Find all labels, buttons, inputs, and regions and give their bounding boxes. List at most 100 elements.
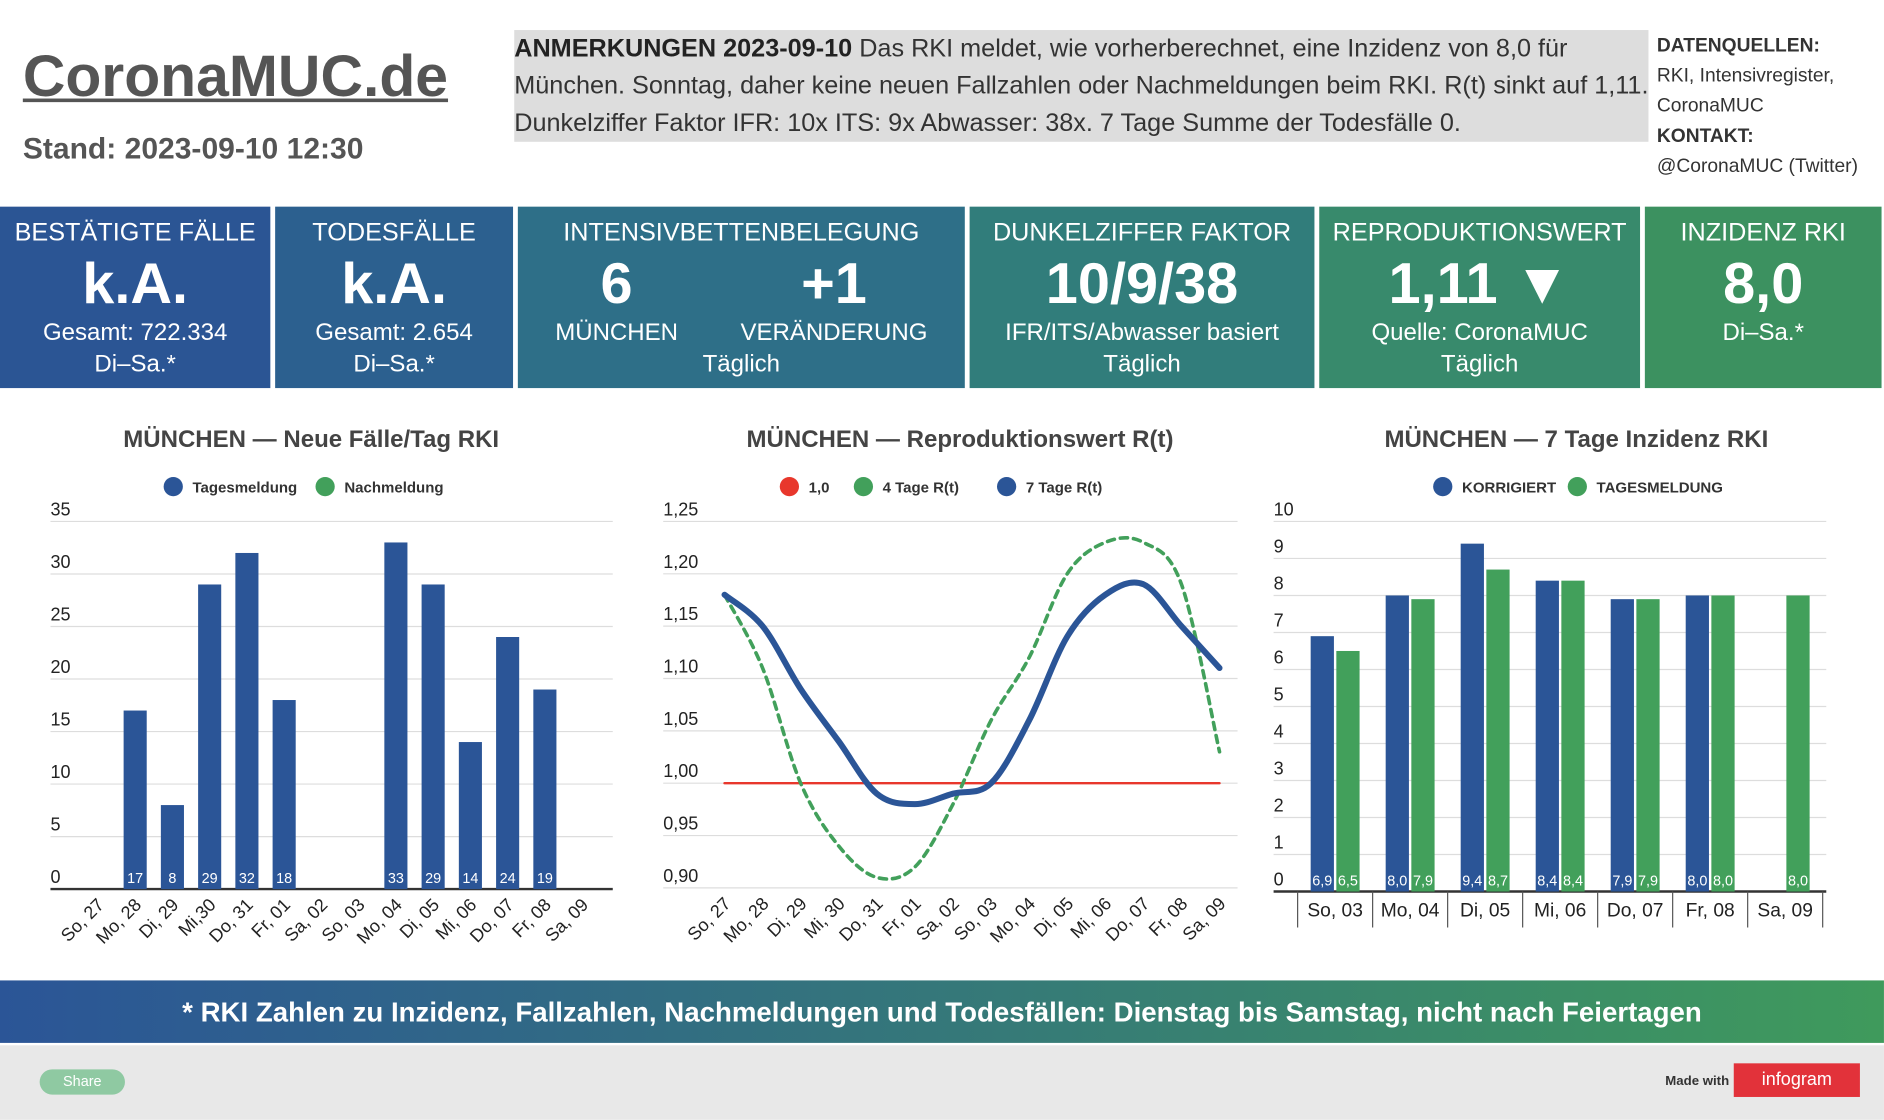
sources-text: RKI, Intensivregister, CoronaMUC	[1656, 66, 1835, 117]
value-label: 32	[239, 871, 255, 887]
value-label: 29	[202, 871, 218, 887]
timestamp: Stand: 2023-09-10 12:30	[22, 132, 364, 166]
legend-marker	[315, 476, 335, 497]
y-tick-label: 1,20	[663, 552, 698, 572]
bar	[160, 805, 184, 890]
charts: MÜNCHEN — Neue Fälle/Tag RKI Tagesmeldung…	[50, 426, 1827, 948]
y-tick-label: 15	[50, 710, 70, 730]
bar	[496, 637, 520, 890]
value-label: 8,0	[1788, 874, 1808, 890]
y-tick-label: 2	[1274, 795, 1284, 815]
value-label: 33	[388, 871, 404, 887]
kpi-label: VERÄNDERUNG	[740, 319, 928, 347]
contact-text: @CoronaMUC (Twitter)	[1656, 156, 1858, 177]
y-tick-label: 0	[1274, 870, 1284, 890]
annotation: ANMERKUNGEN 2023-09-10 Das RKI meldet, w…	[514, 30, 1648, 142]
value-label: 7,9	[1612, 874, 1632, 890]
value-label: 8	[168, 871, 176, 887]
value-label: 8,4	[1563, 874, 1583, 890]
y-tick-label: 0,95	[663, 814, 698, 834]
line	[721, 579, 1223, 808]
bar	[1486, 569, 1510, 892]
share-button[interactable]: Share	[39, 1069, 125, 1095]
x-tick-label: Mi, 06	[1534, 901, 1586, 922]
kpi-title: TODESFÄLLE	[312, 218, 476, 247]
kpi-value: +1	[801, 252, 867, 316]
y-tick-label: 1,25	[663, 499, 698, 519]
value-label: 14	[462, 871, 478, 887]
kpi-title: INZIDENZ RKI	[1680, 218, 1846, 247]
kpi-card: BESTÄTIGTE FÄLLE k.A. Gesamt: 722.334 Di…	[0, 206, 271, 389]
y-tick-label: 8	[1274, 573, 1284, 593]
y-tick-label: 0,90	[663, 866, 698, 886]
x-tick-label: Di, 29	[763, 893, 810, 940]
y-tick-label: 1	[1274, 832, 1284, 852]
bar	[1610, 599, 1634, 892]
kpi-card: REPRODUKTIONSWERT 1,11 ▼ Quelle: CoronaM…	[1319, 206, 1641, 389]
x-tick-label: Sa, 09	[541, 895, 592, 946]
value-label: 8,0	[1387, 874, 1407, 890]
bar	[235, 552, 259, 890]
kpi-line: Gesamt: 2.654	[315, 319, 473, 347]
line	[722, 536, 1222, 881]
kpi-title: INTENSIVBETTENBELEGUNG	[563, 218, 920, 247]
value-label: 8,0	[1687, 874, 1707, 890]
kpi-value: k.A.	[82, 252, 189, 316]
bar	[1561, 580, 1585, 892]
legend-marker	[163, 476, 183, 497]
brand-link[interactable]: infogram	[1733, 1063, 1860, 1097]
kpi-value: 1,11 ▼	[1388, 252, 1571, 316]
bar	[1535, 580, 1559, 892]
y-tick-label: 25	[50, 604, 70, 624]
chart-title: MÜNCHEN — 7 Tage Inzidenz RKI	[1384, 426, 1768, 453]
bar	[1711, 595, 1735, 892]
x-tick-label: Di, 05	[1030, 893, 1077, 940]
legend-label: 1,0	[809, 480, 830, 497]
x-tick-label: Do, 07	[1607, 901, 1664, 922]
value-label: 19	[537, 871, 553, 887]
kpi-card: DUNKELZIFFER FAKTOR 10/9/38 IFR/ITS/Abwa…	[969, 206, 1315, 389]
bar	[533, 689, 557, 890]
value-label: 6,9	[1312, 874, 1332, 890]
value-label: 17	[127, 871, 143, 887]
y-tick-label: 1,00	[663, 761, 698, 781]
value-label: 18	[276, 871, 292, 887]
bar	[384, 542, 408, 890]
legend-label: 7 Tage R(t)	[1026, 480, 1102, 497]
bottom-bar: Share Made with infogram	[0, 1045, 1884, 1120]
kpi-value: 6	[600, 252, 633, 316]
bar	[1385, 595, 1409, 892]
kpi-title: DUNKELZIFFER FAKTOR	[992, 218, 1292, 247]
legend-label: TAGESMELDUNG	[1597, 480, 1723, 497]
legend-label: Tagesmeldung	[192, 480, 297, 497]
y-tick-label: 6	[1274, 647, 1284, 667]
y-tick-label: 1,15	[663, 604, 698, 624]
kpi-line: Di–Sa.*	[353, 350, 435, 378]
x-tick-label: Di, 29	[135, 895, 182, 942]
bar	[123, 710, 147, 890]
kpi-card: INTENSIVBETTENBELEGUNG 6 MÜNCHEN +1 VERÄND…	[517, 206, 965, 389]
legend-label: 4 Tage R(t)	[883, 480, 959, 497]
y-tick-label: 7	[1274, 610, 1284, 630]
kpi-value: 8,0	[1723, 252, 1804, 316]
y-tick-label: 20	[50, 657, 70, 677]
y-tick-label: 30	[50, 552, 70, 572]
y-tick-label: 10	[50, 762, 70, 782]
legend-marker	[997, 476, 1017, 497]
y-tick-label: 4	[1274, 721, 1284, 741]
logo[interactable]: CoronaMUC.de	[22, 44, 449, 110]
bar	[1411, 599, 1435, 892]
bar	[1685, 595, 1709, 892]
kpi-title: REPRODUKTIONSWERT	[1332, 218, 1627, 247]
bar	[421, 584, 445, 890]
bar	[272, 700, 296, 890]
made-with: Made with	[1665, 1074, 1730, 1089]
bar	[1336, 650, 1360, 892]
kpi-line: Quelle: CoronaMUC	[1371, 319, 1588, 347]
value-label: 8,0	[1713, 874, 1733, 890]
legend-marker	[1433, 476, 1453, 497]
y-tick-label: 1,05	[663, 709, 698, 729]
kpi-title: BESTÄTIGTE FÄLLE	[14, 218, 256, 247]
chart-title: MÜNCHEN — Neue Fälle/Tag RKI	[123, 426, 499, 453]
